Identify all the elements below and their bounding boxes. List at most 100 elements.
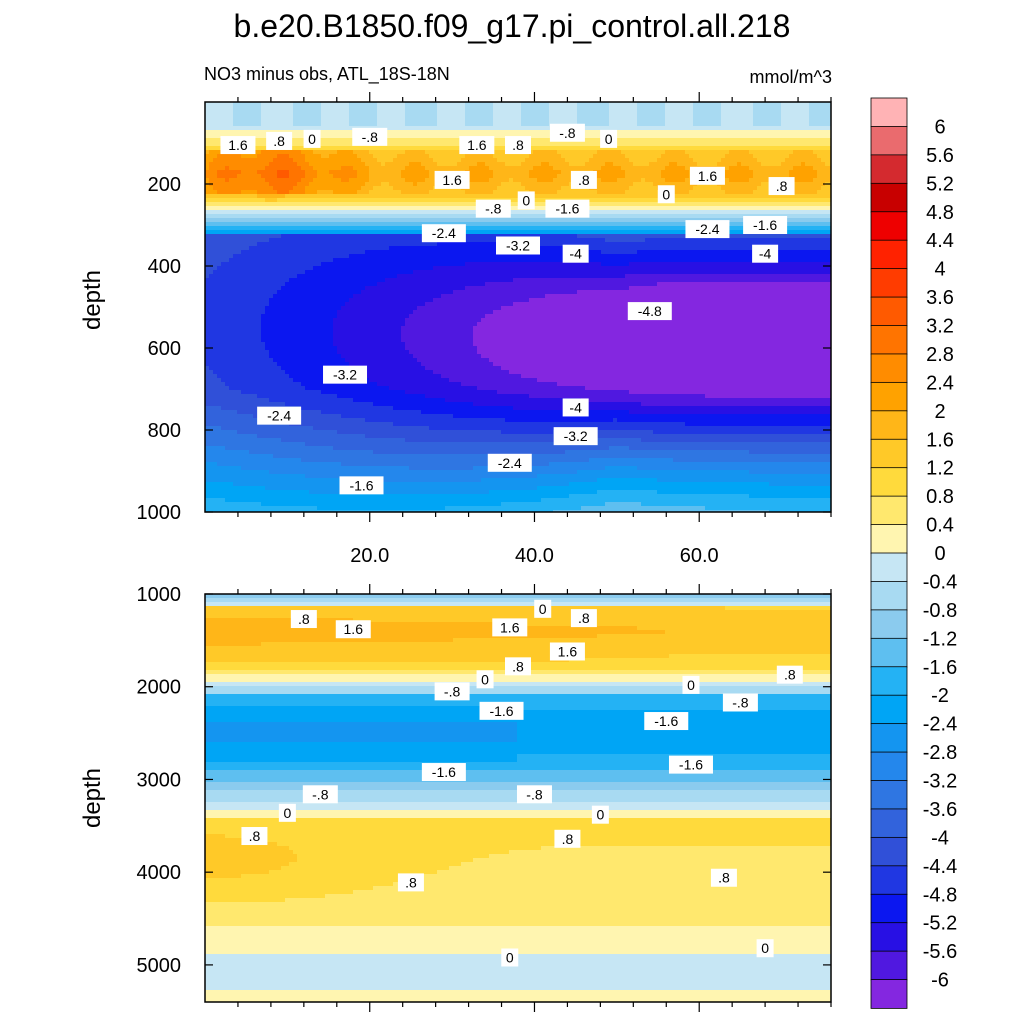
contour-label-bg (685, 220, 730, 239)
contour-label-bg (505, 136, 531, 155)
colorbar-label: -3.6 (923, 799, 957, 821)
contour-label-bg (302, 785, 338, 804)
contour-label-bg (549, 642, 585, 661)
contour-label: 1.6 (698, 168, 718, 184)
contour-label: -3.2 (564, 428, 588, 444)
contour-label: -2.4 (498, 455, 522, 471)
colorbar-label: 4 (934, 259, 945, 281)
contour-label-bg (434, 682, 470, 701)
colorbar-label: 5.6 (926, 145, 954, 167)
contour-label: .8 (273, 133, 285, 149)
colorbar-swatch (870, 154, 908, 185)
contour-label: 0 (662, 186, 670, 202)
colorbar-label: 6 (934, 116, 945, 138)
contour-label: 0 (761, 940, 769, 956)
contour-label-bg (600, 129, 618, 148)
colorbar-label: -4.4 (923, 856, 957, 878)
colorbar-swatch (870, 239, 908, 270)
contour-label: -2.4 (695, 221, 719, 237)
contour-label-bg (476, 670, 494, 689)
contour-label-bg (644, 712, 689, 731)
contour-label-bg (570, 170, 597, 189)
contour-label: -1.6 (432, 764, 456, 780)
lower-y-tick-label: 2000 (137, 677, 182, 699)
contour-label: .8 (578, 610, 590, 626)
contour-label: -1.6 (489, 703, 513, 719)
colorbar-label: 3.6 (926, 287, 954, 309)
colorbar-swatch (870, 268, 908, 298)
contour-label-bg (776, 665, 803, 684)
contour-label: -3.2 (506, 238, 530, 254)
colorbar-label: 5.2 (926, 173, 954, 195)
contour-label-bg (323, 365, 368, 384)
contour-label: 1.6 (558, 643, 578, 659)
contour-label: 0 (481, 671, 489, 687)
colorbar-swatch (870, 751, 908, 782)
contour-label: -3.2 (333, 367, 357, 383)
upper-y-tick-label: 1000 (137, 502, 182, 524)
contour-label: .8 (512, 137, 524, 153)
colorbar-swatch (870, 524, 908, 554)
contour-label: 0 (596, 807, 604, 823)
contour-label: 1.6 (442, 172, 462, 188)
colorbar-swatch (870, 438, 908, 469)
colorbar-swatch (870, 325, 908, 355)
units-label: mmol/m^3 (750, 67, 832, 87)
colorbar-swatch (870, 780, 908, 810)
contour-label-bg (487, 453, 532, 472)
lower-y-tick-label: 3000 (137, 769, 182, 791)
colorbar-label: -6 (931, 970, 949, 992)
colorbar-swatch (870, 126, 908, 156)
contour-label: .8 (512, 658, 524, 674)
contour-label-bg (241, 827, 268, 846)
colorbar-swatch (870, 694, 908, 725)
contour-label-bg (768, 177, 795, 196)
x-tick-label: 40.0 (515, 545, 554, 567)
contour-label-bg (756, 939, 774, 958)
contour-label: .8 (578, 172, 590, 188)
colorbar-label: -1.6 (923, 657, 957, 679)
upper-y-tick-label: 600 (148, 338, 181, 360)
colorbar-label: 2.4 (926, 372, 954, 394)
colorbar-swatch (870, 893, 908, 924)
lower-y-tick-label: 5000 (137, 955, 182, 977)
contour-label: -1.6 (654, 713, 678, 729)
contour-label-bg (549, 123, 585, 142)
upper-y-axis-label: depth (79, 270, 106, 330)
contour-label: 1.6 (500, 619, 520, 635)
colorbar-label: 4.4 (926, 230, 954, 252)
contour-label: 0 (605, 131, 613, 147)
contour-label-bg (397, 873, 424, 892)
contour-label: -.8 (526, 786, 543, 802)
colorbar-label: -4.8 (923, 884, 957, 906)
lower-panel: 1000 2000 3000 4000 5000 .8 1.6 0 .8 1.6 1.6 .8 0 -.8… (137, 584, 832, 1012)
upper-contour-fill (205, 102, 831, 512)
contour-label-bg (220, 136, 256, 155)
colorbar-swatch (870, 552, 908, 583)
contour-label-bg (257, 406, 302, 425)
contour-label: -4 (569, 246, 582, 262)
contour-label-bg (501, 948, 519, 967)
colorbar-label: 0.8 (926, 486, 954, 508)
contour-label-bg (352, 127, 388, 146)
colorbar-swatch (870, 637, 908, 668)
contour-label: 0 (308, 131, 316, 147)
colorbar-swatch (870, 467, 908, 497)
contour-label: 0 (283, 805, 291, 821)
lower-frame (204, 593, 832, 1003)
contour-label-bg (627, 302, 672, 321)
contour-label-bg (689, 166, 725, 185)
contour-label: .8 (249, 828, 261, 844)
colorbar-swatch (870, 410, 908, 441)
lower-y-tick-label: 1000 (137, 584, 182, 606)
contour-label: .8 (298, 611, 310, 627)
contour-label-bg (516, 785, 552, 804)
upper-y-tick-label: 400 (148, 256, 181, 278)
contour-label-bg (517, 191, 535, 210)
contour-label-bg (266, 131, 293, 150)
contour-label: -4 (569, 399, 582, 415)
contour-label: -1.6 (679, 757, 703, 773)
colorbar: 6 5.6 5.2 4.8 4.4 4 3.6 3.2 2.8 2.4 2 1.6 1.2 0.8 0.4 0… (870, 97, 957, 1009)
colorbar-swatch (870, 495, 908, 526)
chart-subtitle: NO3 minus obs, ATL_18S-18N (204, 64, 450, 85)
